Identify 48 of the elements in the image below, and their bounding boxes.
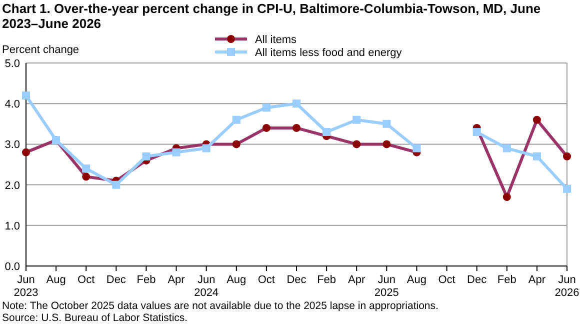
point: [202, 144, 210, 152]
point: [532, 152, 541, 160]
x-tick-label: Dec: [467, 274, 488, 286]
point: [22, 91, 30, 100]
point: [172, 148, 180, 156]
x-tick-label: Apr: [348, 274, 366, 286]
point: [292, 100, 300, 108]
x-tick-label: Jun 2023: [14, 274, 38, 299]
y-tick-label: 0.0: [4, 261, 20, 273]
x-tick-label: Oct: [78, 274, 95, 286]
y-tick-label: 1.0: [4, 220, 20, 232]
x-tick-label: Jun 2024: [194, 274, 219, 299]
x-tick-label: Dec: [286, 274, 307, 286]
point: [472, 128, 481, 136]
source-note: Source: U.S. Bureau of Labor Statistics.: [2, 312, 188, 324]
y-tick-label: 2.0: [4, 180, 20, 192]
x-tick-label: Apr: [168, 274, 186, 286]
point: [412, 144, 421, 152]
x-tick-label: Oct: [258, 274, 276, 286]
point: [502, 144, 511, 152]
x-tick-label: Aug: [46, 274, 66, 286]
x-tick-label: Feb: [497, 274, 516, 286]
point: [262, 104, 270, 112]
x-tick-label: Jun 2025: [374, 274, 399, 299]
x-tick-label: Apr: [528, 274, 546, 286]
x-tick-label: Oct: [438, 274, 456, 286]
y-axis-title: Percent change: [2, 44, 80, 56]
point: [112, 180, 120, 189]
text: Note: The October 2025 data values are not available due to the 2025 lapse in appropriations.: [2, 300, 438, 312]
point: [322, 128, 331, 136]
y-tick-label: 4.0: [4, 98, 20, 111]
point: [352, 116, 361, 124]
chart-title: Chart 1. Over-the-year percent change in CPI-U, Baltimore-Columbia-Towson, MD, June 2023–June 2026: [2, 1, 541, 31]
legend-label: All items: [255, 34, 298, 46]
y-tick-label: 3.0: [4, 139, 20, 152]
point: [232, 116, 240, 124]
x-tick-label: Aug: [406, 274, 427, 286]
x-tick-label: Aug: [226, 274, 246, 286]
legend-label: All items less food and energy: [255, 47, 402, 59]
point: [382, 120, 391, 128]
y-tick-label: 5.0: [4, 58, 20, 70]
point: [82, 164, 90, 173]
x-tick-label: Feb: [136, 274, 156, 286]
point: [142, 152, 150, 160]
point: [563, 184, 571, 193]
x-tick-label: Jun 2026: [554, 274, 580, 299]
x-tick-label: Dec: [106, 274, 126, 286]
x-tick-label: Feb: [317, 274, 336, 286]
